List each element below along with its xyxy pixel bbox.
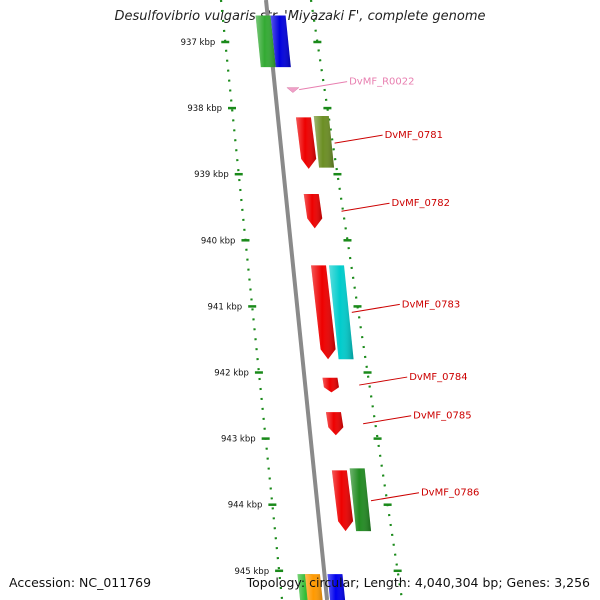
feature-shading — [313, 116, 335, 168]
feature-shading — [311, 265, 336, 360]
ruler-guide-right — [309, 0, 404, 600]
feature-shading — [295, 117, 317, 169]
ruler-tick-label: 940 kbp — [201, 236, 236, 246]
feature-DvMF_R0022[interactable] — [286, 87, 300, 93]
label-leader-DvMF_0785 — [363, 415, 412, 425]
ruler-tick-label: 938 kbp — [187, 104, 222, 114]
ruler: 937 kbp 938 kbp 939 kbp 940 kbp 941 kbp 942 k… — [181, 0, 404, 600]
label-leader-DvMF_0786 — [370, 492, 420, 502]
feature-label-DvMF_0783[interactable]: DvMF_0783 — [402, 299, 460, 310]
feature-shading — [349, 468, 372, 532]
feature-label-DvMF_0784[interactable]: DvMF_0784 — [409, 372, 467, 383]
ruler-guide-left — [219, 0, 284, 600]
ruler-tick-label: 943 kbp — [221, 435, 256, 445]
feature-track — [255, 15, 372, 600]
feature-shading — [331, 470, 354, 532]
ruler-tick-label: 937 kbp — [181, 38, 216, 48]
feature-shading — [304, 574, 323, 600]
ruler-tick-label: 941 kbp — [208, 302, 243, 312]
ruler-tick-label: 945 kbp — [234, 567, 269, 577]
ruler-tick-label: 939 kbp — [194, 170, 229, 180]
feature-shading — [270, 15, 291, 68]
backbone-line — [264, 0, 330, 600]
feature-shading — [325, 412, 344, 436]
label-leader-DvMF_0781 — [334, 134, 383, 144]
map-title: Desulfovibrio vulgaris str. 'Miyazaki F'… — [114, 9, 486, 24]
feature-shading — [329, 265, 354, 360]
feature-label-DvMF_0785[interactable]: DvMF_0785 — [413, 411, 471, 422]
label-leader-DvMF_0783 — [351, 303, 400, 313]
ruler-tick-label: 944 kbp — [228, 501, 263, 511]
feature-label-DvMF_0782[interactable]: DvMF_0782 — [392, 198, 450, 209]
feature-label-DvMF_R0022[interactable]: DvMF_R0022 — [349, 77, 414, 88]
backbone — [264, 0, 330, 600]
label-leader-DvMF_0782 — [341, 202, 390, 212]
feature-labels: DvMF_R0022 DvMF_0781 DvMF_0782 DvMF_0783 DvM… — [299, 77, 479, 502]
label-leader-DvMF_0784 — [359, 376, 408, 386]
feature-shading — [303, 194, 323, 229]
feature-label-DvMF_0786[interactable]: DvMF_0786 — [421, 488, 479, 499]
feature-label-DvMF_0781[interactable]: DvMF_0781 — [385, 130, 443, 141]
feature-shading — [322, 377, 339, 393]
genome-summary-text: Topology: circular; Length: 4,040,304 bp… — [246, 575, 590, 590]
feature-shading — [327, 574, 346, 600]
label-leader-DvMF_R0022 — [299, 81, 348, 91]
feature-shading — [255, 15, 276, 68]
ruler-tick-label: 942 kbp — [214, 369, 249, 379]
accession-text: Accession: NC_011769 — [9, 575, 152, 590]
